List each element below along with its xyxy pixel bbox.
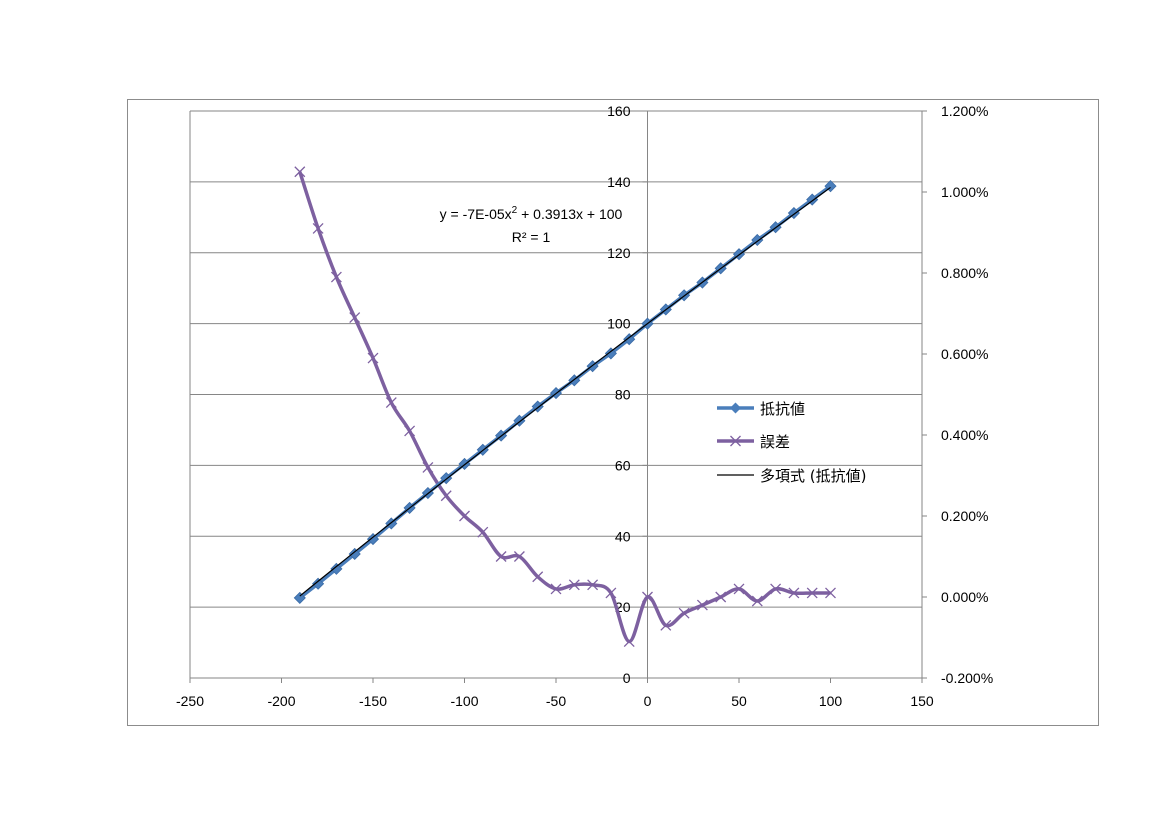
data-point-error <box>330 271 342 283</box>
data-point-resistance <box>312 577 325 590</box>
data-point-error <box>550 583 562 595</box>
data-point-error <box>459 510 470 522</box>
data-point-error <box>532 571 544 583</box>
data-point-error <box>349 312 361 324</box>
data-point-resistance <box>385 517 398 530</box>
data-point-error <box>825 587 836 599</box>
y-tick-label: 0 <box>623 670 631 686</box>
data-point-error <box>788 587 800 599</box>
legend-item-error-label: 誤差 <box>760 433 790 451</box>
data-point-error <box>385 397 397 409</box>
data-point-error <box>733 583 745 595</box>
data-point-resistance <box>366 533 380 546</box>
data-point-error <box>440 490 452 502</box>
data-point-error <box>568 579 580 591</box>
y2-tick-label: 1.200% <box>941 103 988 119</box>
x-tick-label: -200 <box>267 693 295 709</box>
legend-item-error-marker <box>730 435 741 447</box>
legend-item-trendline-label: 多項式 (抵抗値) <box>760 467 866 485</box>
data-point-error <box>587 579 599 591</box>
data-point-error <box>660 619 672 631</box>
legend-item-resistance-label: 抵抗値 <box>760 400 805 418</box>
trendline-r-squared: R² = 1 <box>512 229 551 245</box>
y2-tick-label: 1.000% <box>941 184 988 200</box>
data-point-resistance <box>824 180 837 193</box>
y-tick-label: 40 <box>615 528 631 544</box>
y2-tick-label: 0.800% <box>941 265 988 281</box>
x-tick-label: 0 <box>644 693 652 709</box>
data-point-error <box>495 551 507 562</box>
y-tick-label: 160 <box>607 103 631 119</box>
y-tick-label: 60 <box>615 457 631 473</box>
data-point-error <box>696 599 708 611</box>
legend-item-resistance-marker <box>730 402 741 414</box>
x-tick-label: 150 <box>910 693 934 709</box>
x-tick-label: -150 <box>359 693 387 709</box>
data-point-error <box>678 607 690 619</box>
x-tick-label: -50 <box>546 693 566 709</box>
y-tick-label: 80 <box>615 387 631 403</box>
data-point-error <box>312 222 324 234</box>
y2-tick-label: 0.000% <box>941 589 988 605</box>
data-point-error <box>477 526 489 538</box>
x-tick-label: 50 <box>731 693 747 709</box>
y-tick-label: 100 <box>607 316 631 332</box>
data-point-resistance <box>330 562 343 575</box>
y2-tick-label: 0.600% <box>941 346 988 362</box>
trendline <box>299 186 831 597</box>
data-point-error <box>294 166 306 178</box>
y2-tick-label: -0.200% <box>941 670 993 686</box>
data-point-error <box>404 425 416 437</box>
data-point-resistance <box>348 547 361 561</box>
data-point-error <box>623 636 635 648</box>
data-point-error <box>605 587 617 599</box>
trendline-equation: y = -7E-05x2 + 0.3913x + 100 <box>440 205 623 222</box>
data-point-resistance <box>623 333 636 346</box>
x-tick-label: 100 <box>819 693 843 709</box>
y-tick-label: 140 <box>607 174 631 190</box>
data-point-error <box>715 591 727 603</box>
y-tick-label: 120 <box>607 245 631 261</box>
data-point-resistance <box>604 347 617 360</box>
x-tick-label: -100 <box>450 693 478 709</box>
data-point-error <box>751 595 763 607</box>
data-point-resistance <box>293 591 306 604</box>
data-point-error <box>422 461 434 473</box>
data-point-error <box>806 587 818 599</box>
y2-tick-label: 0.200% <box>941 508 988 524</box>
data-point-error <box>367 352 379 364</box>
chart-area <box>127 99 1099 726</box>
data-point-error <box>513 551 525 562</box>
y2-tick-label: 0.400% <box>941 427 988 443</box>
data-point-error <box>642 591 653 603</box>
series-line-error <box>298 171 831 644</box>
data-point-error <box>770 583 782 595</box>
x-tick-label: -250 <box>176 693 204 709</box>
